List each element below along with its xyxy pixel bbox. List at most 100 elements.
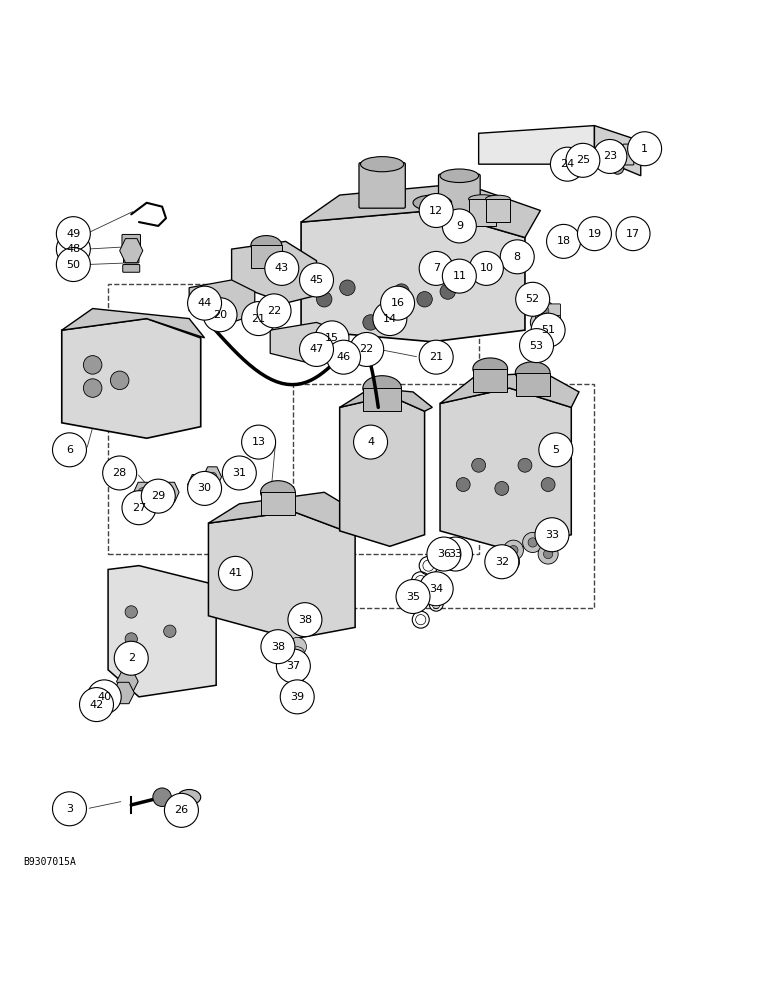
Text: 39: 39: [290, 692, 304, 702]
Text: 43: 43: [275, 263, 289, 273]
Circle shape: [289, 654, 306, 671]
Circle shape: [500, 240, 534, 274]
Circle shape: [122, 491, 156, 525]
Circle shape: [192, 480, 201, 489]
Text: 8: 8: [513, 252, 521, 262]
Circle shape: [110, 371, 129, 390]
Circle shape: [566, 143, 600, 177]
FancyBboxPatch shape: [124, 252, 139, 263]
Text: 28: 28: [113, 468, 127, 478]
Circle shape: [80, 688, 113, 722]
Text: 50: 50: [66, 260, 80, 270]
Ellipse shape: [472, 358, 508, 380]
Ellipse shape: [486, 195, 510, 203]
Polygon shape: [469, 199, 496, 226]
Text: 37: 37: [286, 661, 300, 671]
Text: 24: 24: [560, 159, 574, 169]
Circle shape: [56, 248, 90, 282]
Circle shape: [394, 284, 409, 299]
Circle shape: [56, 217, 90, 251]
Circle shape: [543, 549, 553, 559]
Circle shape: [373, 302, 407, 336]
Text: 33: 33: [449, 549, 462, 559]
Circle shape: [153, 788, 171, 806]
Text: 35: 35: [406, 591, 420, 601]
Circle shape: [611, 162, 624, 174]
Circle shape: [164, 625, 176, 637]
Text: 38: 38: [271, 642, 285, 652]
Circle shape: [419, 340, 453, 374]
Circle shape: [541, 478, 555, 492]
Polygon shape: [516, 373, 550, 396]
FancyBboxPatch shape: [536, 304, 560, 319]
Circle shape: [83, 356, 102, 374]
Text: 12: 12: [429, 206, 443, 216]
Circle shape: [125, 606, 137, 618]
Circle shape: [265, 251, 299, 285]
Polygon shape: [161, 482, 179, 502]
Text: 7: 7: [432, 263, 440, 273]
Text: 21: 21: [429, 352, 443, 362]
FancyBboxPatch shape: [123, 265, 140, 272]
Text: 15: 15: [325, 333, 339, 343]
Circle shape: [438, 537, 472, 571]
Text: 1: 1: [641, 144, 648, 154]
Circle shape: [188, 471, 222, 505]
Text: 51: 51: [541, 325, 555, 335]
Circle shape: [616, 217, 650, 251]
FancyBboxPatch shape: [536, 315, 560, 331]
Text: 48: 48: [66, 244, 80, 254]
Text: 9: 9: [455, 221, 463, 231]
Text: 18: 18: [557, 236, 571, 246]
Circle shape: [499, 552, 520, 572]
Text: 32: 32: [495, 557, 509, 567]
Ellipse shape: [361, 157, 404, 172]
Circle shape: [280, 680, 314, 714]
Ellipse shape: [515, 362, 550, 383]
Polygon shape: [340, 388, 432, 411]
Ellipse shape: [413, 195, 452, 211]
Polygon shape: [149, 486, 168, 506]
Circle shape: [417, 292, 432, 307]
Circle shape: [547, 224, 581, 258]
Text: 22: 22: [360, 344, 374, 354]
Text: 4: 4: [367, 437, 374, 447]
Polygon shape: [120, 239, 143, 263]
Text: 31: 31: [232, 468, 246, 478]
Circle shape: [456, 478, 470, 492]
Ellipse shape: [440, 169, 479, 183]
Circle shape: [531, 313, 565, 347]
Circle shape: [276, 649, 310, 683]
Circle shape: [203, 298, 237, 332]
Circle shape: [138, 488, 147, 497]
Ellipse shape: [260, 481, 295, 504]
Polygon shape: [363, 388, 401, 411]
Polygon shape: [62, 319, 201, 438]
Polygon shape: [113, 682, 134, 704]
Text: 36: 36: [437, 549, 451, 559]
Text: 38: 38: [298, 615, 312, 625]
Circle shape: [290, 662, 305, 678]
Circle shape: [300, 263, 334, 297]
Text: 33: 33: [545, 530, 559, 540]
Polygon shape: [134, 482, 152, 502]
Circle shape: [419, 194, 453, 227]
Circle shape: [165, 488, 174, 497]
Text: 22: 22: [267, 306, 281, 316]
Circle shape: [222, 456, 256, 490]
Text: 46: 46: [337, 352, 350, 362]
Circle shape: [472, 458, 486, 472]
Circle shape: [350, 332, 384, 366]
Text: 10: 10: [479, 263, 493, 273]
Polygon shape: [208, 512, 355, 639]
Circle shape: [125, 633, 137, 645]
Circle shape: [550, 147, 584, 181]
Circle shape: [288, 637, 306, 656]
Circle shape: [114, 641, 148, 675]
Polygon shape: [301, 211, 525, 342]
Circle shape: [539, 433, 573, 467]
Text: 13: 13: [252, 437, 266, 447]
Circle shape: [340, 280, 355, 295]
Circle shape: [218, 556, 252, 590]
Text: 30: 30: [198, 483, 212, 493]
